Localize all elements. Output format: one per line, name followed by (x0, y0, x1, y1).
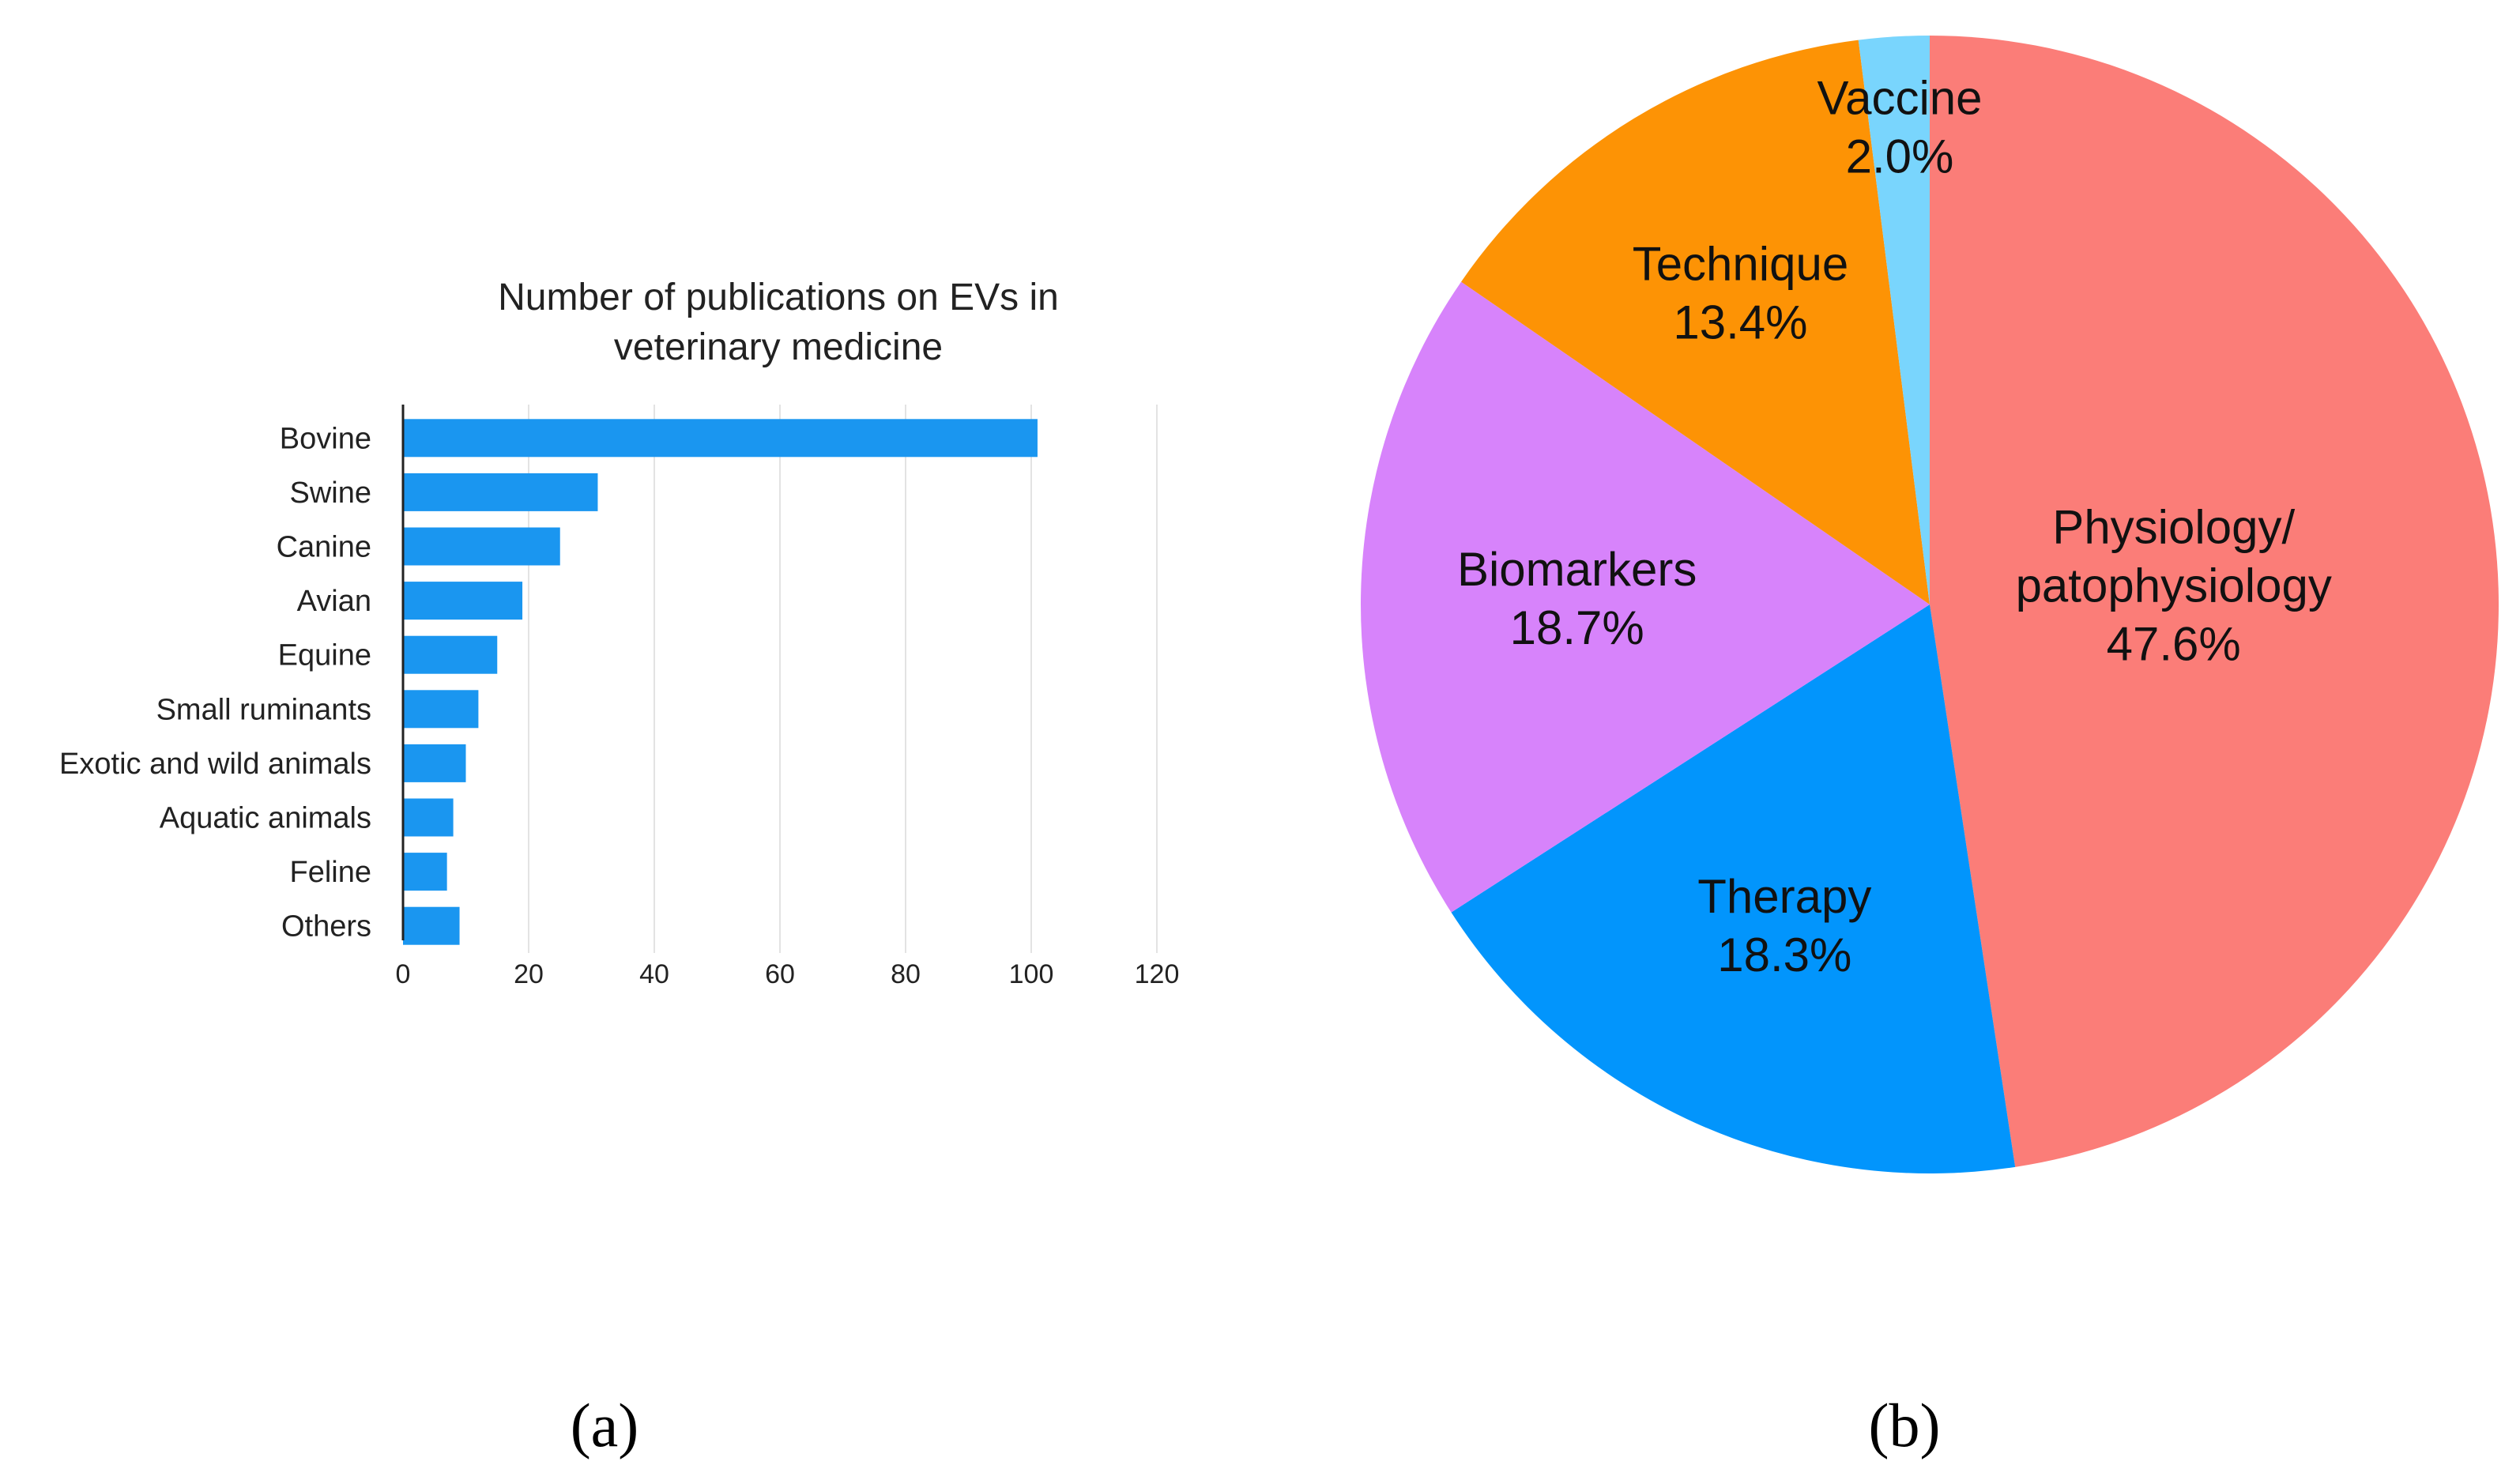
pie-slice-label: Technique (1633, 237, 1849, 290)
pie-slice-label: Vaccine (1817, 71, 1983, 124)
pie-slice-label: Physiology/ (2052, 501, 2295, 554)
bar-category-labels: Bovine Swine Canine Avian Equine Small rumina… (59, 422, 371, 943)
bar-category-label: Bovine (280, 422, 371, 455)
bar-others (403, 906, 460, 945)
bar-x-tick-label: 0 (396, 959, 411, 989)
pie-value-label: 18.7% (1510, 601, 1644, 654)
bar-x-tick-label: 40 (639, 959, 669, 989)
bar-category-label: Avian (297, 585, 371, 618)
bar-aquatic-animals (403, 798, 454, 837)
bar-category-label: Swine (290, 476, 372, 510)
bar-category-label: Feline (290, 856, 372, 889)
pie-slice-label: Therapy (1697, 870, 1871, 923)
bar-chart-title-line-2: veterinary medicine (614, 326, 943, 368)
pie-value-label: 18.3% (1717, 928, 1851, 981)
bar-category-label: Exotic and wild animals (59, 748, 371, 781)
bar-swine (403, 473, 598, 511)
bar-exotic-and-wild-animals (403, 744, 466, 782)
bar-small-ruminants (403, 690, 479, 729)
pie-slice-physiology-patophysiology (1930, 36, 2499, 1167)
pie-slices (1361, 36, 2499, 1174)
bar-avian (403, 582, 523, 620)
pie-value-label: 13.4% (1673, 296, 1807, 348)
bar-category-label: Small ruminants (156, 693, 371, 726)
bar-tick-labels: 0 20 40 60 80 100 120 (396, 959, 1180, 989)
bar-equine (403, 635, 498, 674)
bar-chart-title-line-1: Number of publications on EVs in (498, 277, 1059, 318)
bar-x-tick-label: 120 (1135, 959, 1180, 989)
bar-category-label: Equine (278, 639, 371, 672)
bar-category-label: Canine (277, 531, 371, 564)
bar-category-label: Aquatic animals (160, 802, 371, 835)
bar-bovine (403, 419, 1038, 458)
bar-x-tick-label: 20 (514, 959, 544, 989)
bar-x-tick-label: 100 (1009, 959, 1054, 989)
pie-slice-technique (1461, 40, 1930, 605)
pie-slice-therapy (1451, 605, 2016, 1174)
pie-slice-vaccine (1858, 36, 1930, 605)
pie-value-label: 2.0% (1846, 130, 1954, 183)
bar-canine (403, 527, 560, 566)
pie-value-label: 47.6% (2107, 618, 2241, 671)
bar-feline (403, 853, 447, 891)
bar-chart: Number of publications on EVs in veterin… (59, 277, 1179, 1460)
pie-slice-label: Biomarkers (1457, 543, 1697, 596)
pie-slice-biomarkers (1361, 281, 1930, 913)
pie-slice-label: patophysiology (2016, 559, 2332, 612)
bar-x-tick-label: 60 (765, 959, 795, 989)
bar-marks (403, 419, 1038, 945)
bar-x-tick-label: 80 (891, 959, 921, 989)
panel-label-a: (a) (571, 1391, 639, 1460)
pie-labels: Physiology/patophysiology47.6%Therapy18.… (1457, 71, 2332, 981)
bar-category-label: Others (281, 910, 371, 944)
pie-chart: Physiology/patophysiology47.6%Therapy18.… (1361, 36, 2499, 1460)
bar-grid (528, 405, 1158, 953)
panel-label-b: (b) (1869, 1391, 1941, 1460)
